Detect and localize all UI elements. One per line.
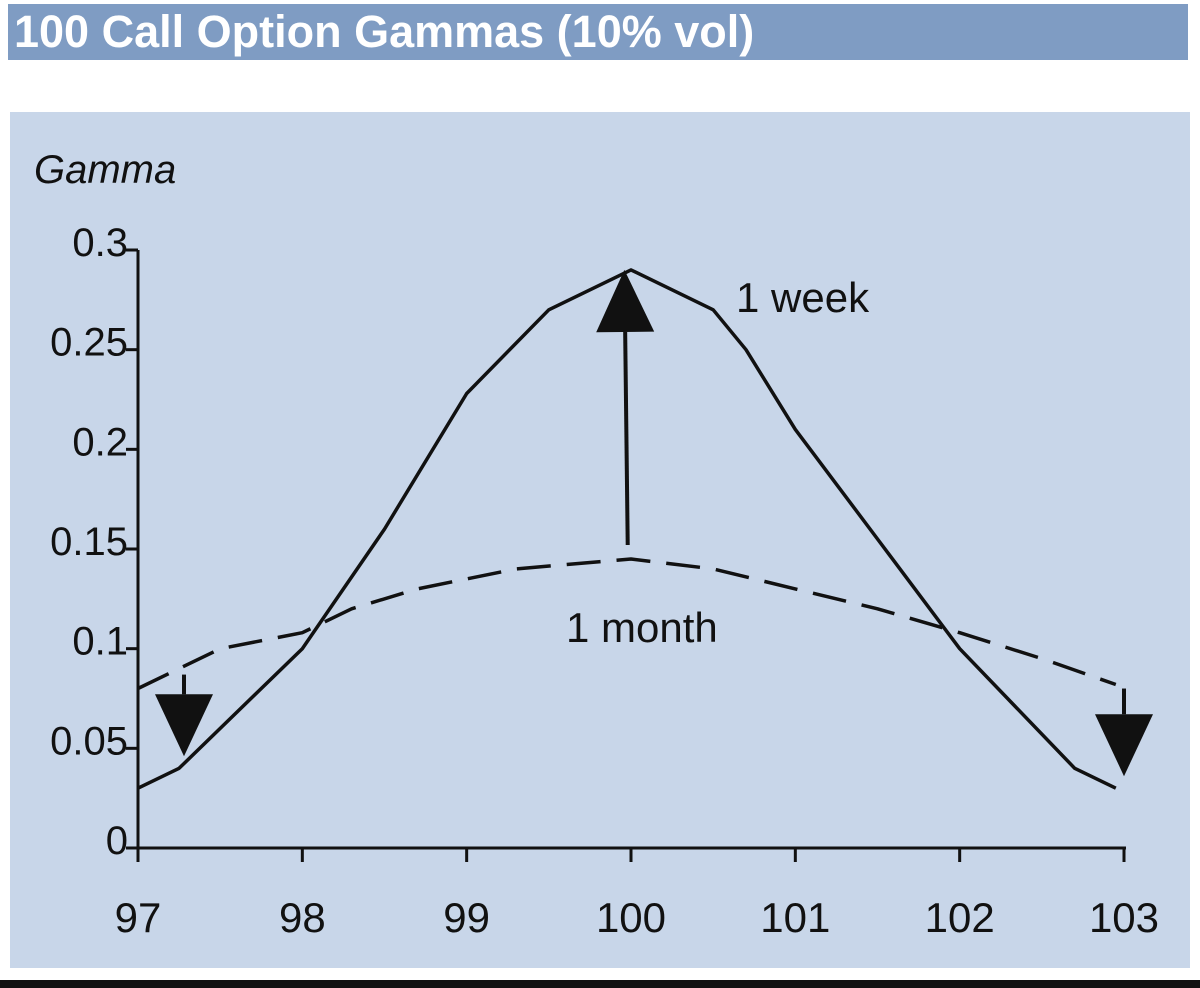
arrows <box>155 269 1153 777</box>
y-tick-label: 0.2 <box>72 420 128 464</box>
title-bar: 100 Call Option Gammas (10% vol) <box>8 4 1188 60</box>
x-tick-label: 102 <box>925 894 995 941</box>
x-tick-label: 97 <box>115 894 162 941</box>
series-line-solid <box>137 268 1117 790</box>
arrow-head <box>1095 714 1153 777</box>
series-line-dashed <box>137 557 1117 691</box>
x-tick-label: 100 <box>596 894 666 941</box>
y-axis-label: Gamma <box>34 148 176 192</box>
chart-title: 100 Call Option Gammas (10% vol) <box>14 6 755 57</box>
x-tick-label: 101 <box>760 894 830 941</box>
series-label: 1 month <box>566 604 718 651</box>
bottom-rule <box>0 980 1200 988</box>
arrow-shaft <box>623 331 630 546</box>
arrow-head <box>596 269 655 333</box>
series-label: 1 week <box>736 274 870 321</box>
x-tick-label: 103 <box>1089 894 1159 941</box>
y-tick-label: 0 <box>106 819 128 863</box>
series-labels: 1 week 1 month <box>566 274 870 651</box>
x-ticks: 97 98 99 100 101 102 103 <box>115 848 1159 941</box>
y-tick-label: 0.1 <box>72 620 128 664</box>
y-tick-label: 0.25 <box>50 321 128 365</box>
x-tick-label: 99 <box>443 894 490 941</box>
plot-panel <box>10 112 1190 968</box>
y-tick-label: 0.15 <box>50 520 128 564</box>
y-tick-label: 0.05 <box>50 719 128 763</box>
y-ticks: 0 0.05 0.1 0.15 0.2 0.25 0.3 <box>50 221 138 863</box>
y-tick-label: 0.3 <box>72 221 128 265</box>
x-tick-label: 98 <box>279 894 326 941</box>
axes <box>130 250 1126 850</box>
arrow-head <box>155 694 213 757</box>
series-lines <box>137 268 1117 790</box>
